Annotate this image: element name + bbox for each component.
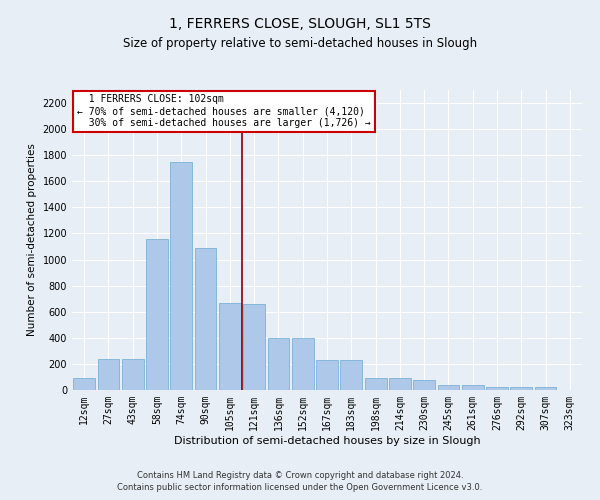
Bar (462, 386, 484, 390)
Bar (243, 304, 265, 390)
Bar (97, 358, 119, 390)
Bar (194, 248, 217, 390)
Bar (219, 302, 241, 390)
Bar (535, 388, 556, 390)
Bar (316, 360, 338, 390)
Bar (170, 162, 192, 390)
Text: 1, FERRERS CLOSE, SLOUGH, SL1 5TS: 1, FERRERS CLOSE, SLOUGH, SL1 5TS (169, 18, 431, 32)
Bar (365, 378, 386, 390)
Bar (122, 358, 143, 390)
Bar (340, 360, 362, 390)
Text: Contains public sector information licensed under the Open Government Licence v3: Contains public sector information licen… (118, 484, 482, 492)
Bar (268, 338, 289, 390)
Text: Size of property relative to semi-detached houses in Slough: Size of property relative to semi-detach… (123, 38, 477, 51)
Text: 1 FERRERS CLOSE: 102sqm
← 70% of semi-detached houses are smaller (4,120)
  30% : 1 FERRERS CLOSE: 102sqm ← 70% of semi-de… (77, 94, 371, 128)
Bar (73, 378, 95, 390)
Bar (146, 238, 168, 390)
Bar (437, 385, 460, 390)
Text: Contains HM Land Registry data © Crown copyright and database right 2024.: Contains HM Land Registry data © Crown c… (137, 471, 463, 480)
Bar (292, 338, 314, 390)
Bar (413, 380, 435, 390)
Bar (389, 378, 411, 390)
Y-axis label: Number of semi-detached properties: Number of semi-detached properties (27, 144, 37, 336)
X-axis label: Distribution of semi-detached houses by size in Slough: Distribution of semi-detached houses by … (173, 436, 481, 446)
Bar (486, 386, 508, 390)
Bar (511, 388, 532, 390)
